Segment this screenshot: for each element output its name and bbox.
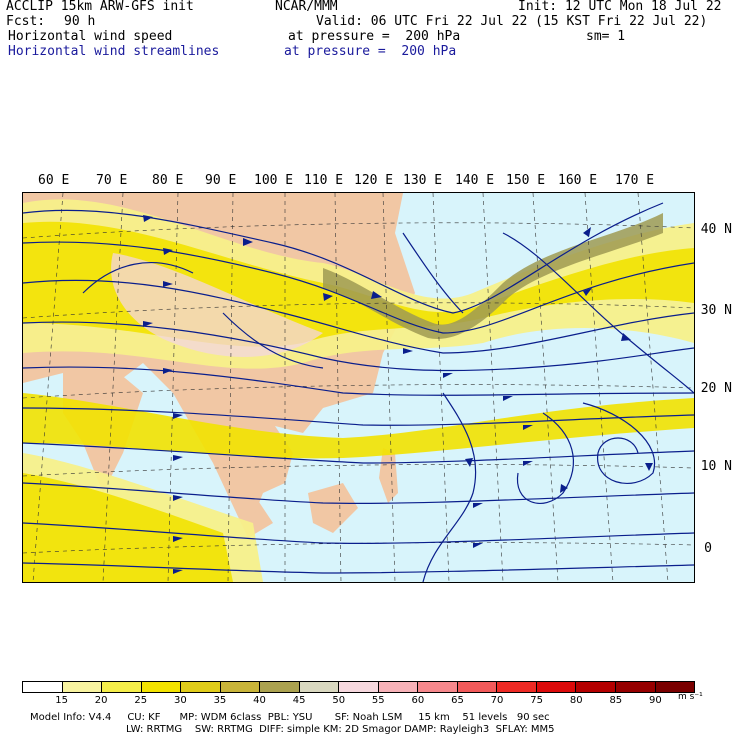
colorbar-tick-label: 80 xyxy=(569,695,583,706)
streamline-arrows xyxy=(143,215,653,574)
colorbar-tick-label: 75 xyxy=(530,695,544,706)
lon-label: 100 E xyxy=(254,173,294,188)
colorbar-tick-label: 45 xyxy=(292,695,306,706)
init-time: Init: 12 UTC Mon 18 Jul 22 xyxy=(518,0,722,14)
forecast-hours: 90 h xyxy=(64,14,96,29)
south-yellow-core xyxy=(23,473,233,582)
lon-label: 90 E xyxy=(205,173,237,188)
colorbar-swatch xyxy=(102,682,142,692)
lon-label: 60 E xyxy=(38,173,70,188)
field2-level: at pressure = 200 hPa xyxy=(284,44,457,59)
colorbar-unit: m s⁻¹ xyxy=(678,692,703,702)
borneo-land xyxy=(308,483,358,533)
colorbar-swatch xyxy=(536,682,577,692)
lon-label: 80 E xyxy=(152,173,184,188)
graticule xyxy=(23,193,694,582)
colorbar-swatch xyxy=(299,682,340,692)
colorbar-swatch xyxy=(220,682,261,692)
lon-label: 170 E xyxy=(615,173,655,188)
colorbar-swatch xyxy=(62,682,103,692)
wind-map xyxy=(22,192,695,583)
lon-label: 140 E xyxy=(455,173,495,188)
model-title: ACCLIP 15km ARW-GFS init xyxy=(6,0,194,14)
colorbar-tick-label: 20 xyxy=(94,695,108,706)
lat-label: 40 N xyxy=(700,222,732,237)
colorbar-swatch xyxy=(418,682,458,692)
colorbar-tick-label: 25 xyxy=(134,695,148,706)
model-info-line1: Model Info: V4.4 CU: KF MP: WDM 6class P… xyxy=(30,712,550,723)
colorbar-tick-label: 60 xyxy=(411,695,425,706)
philippines-land xyxy=(379,448,398,503)
lon-label: 110 E xyxy=(304,173,344,188)
streamlines xyxy=(23,202,694,582)
colorbar-swatch xyxy=(260,682,300,692)
colorbar-swatch xyxy=(23,682,63,692)
field1-name: Horizontal wind speed xyxy=(8,29,173,44)
colorbar-tick-label: 90 xyxy=(649,695,662,706)
colorbar-tick-label: 35 xyxy=(213,695,227,706)
lon-label: 130 E xyxy=(403,173,443,188)
colorbar-swatch xyxy=(615,682,656,692)
lon-label: 120 E xyxy=(354,173,394,188)
model-info-line2: LW: RRTMG SW: RRTMG DIFF: simple KM: 2D … xyxy=(126,724,555,735)
lon-label: 160 E xyxy=(558,173,598,188)
colorbar-tick-label: 50 xyxy=(332,695,346,706)
lat-label: 30 N xyxy=(700,303,732,318)
colorbar-swatch xyxy=(378,682,419,692)
smoothing: sm= 1 xyxy=(586,29,626,44)
colorbar-tick-label: 15 xyxy=(55,695,68,706)
colorbar-swatch xyxy=(457,682,498,692)
colorbar-tick-label: 85 xyxy=(609,695,623,706)
colorbar-swatch xyxy=(655,682,695,692)
field2-name: Horizontal wind streamlines xyxy=(8,44,220,59)
lat-label: 10 N xyxy=(700,459,732,474)
colorbar-swatch xyxy=(181,682,221,692)
colorbar-swatch xyxy=(497,682,537,692)
lat-label: 20 N xyxy=(700,381,732,396)
colorbar-swatch xyxy=(339,682,379,692)
colorbar-swatch xyxy=(141,682,182,692)
organization: NCAR/MMM xyxy=(275,0,338,14)
colorbar xyxy=(22,681,695,693)
colorbar-tick-label: 40 xyxy=(253,695,266,706)
forecast-label: Fcst: xyxy=(6,14,46,29)
field1-level: at pressure = 200 hPa xyxy=(288,29,461,44)
valid-time: Valid: 06 UTC Fri 22 Jul 22 (15 KST Fri … xyxy=(316,14,708,29)
colorbar-swatch xyxy=(576,682,616,692)
colorbar-tick-label: 65 xyxy=(451,695,464,706)
lon-label: 70 E xyxy=(96,173,128,188)
colorbar-tick-label: 55 xyxy=(371,695,385,706)
tropical-yellow xyxy=(23,393,694,459)
colorbar-tick-label: 30 xyxy=(173,695,187,706)
lat-label: 0 xyxy=(704,541,712,556)
colorbar-tick-label: 70 xyxy=(490,695,504,706)
high-pink xyxy=(111,253,323,357)
lon-label: 150 E xyxy=(506,173,546,188)
